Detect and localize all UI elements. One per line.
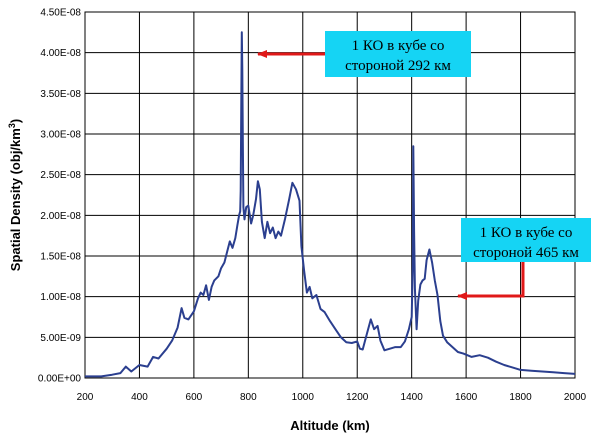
y-tick-label: 0.00E+00 — [38, 374, 82, 385]
y-tick-label: 3.50E-08 — [40, 89, 81, 100]
y-tick-label: 4.00E-08 — [40, 48, 81, 59]
x-tick-label: 400 — [131, 392, 148, 403]
x-tick-label: 1400 — [401, 392, 424, 403]
y-axis-label: Spatial Density (obj/km3) — [7, 119, 23, 271]
y-axis-label-main: Spatial Density (obj/km — [8, 128, 23, 271]
annotation-arrow — [457, 262, 525, 300]
annotation-text: 1 КО в кубе со — [480, 225, 573, 241]
y-tick-label: 1.00E-08 — [40, 292, 81, 303]
y-tick-label: 5.00E-09 — [40, 333, 81, 344]
x-tick-label: 600 — [186, 392, 203, 403]
y-axis-ticks: 0.00E+00 5.00E-09 1.00E-08 1.50E-08 2.00E-08… — [38, 8, 82, 385]
x-tick-label: 1600 — [455, 392, 478, 403]
y-tick-label: 3.00E-08 — [40, 130, 81, 141]
x-tick-label: 1800 — [509, 392, 532, 403]
annotation-callout: 1 КО в кубе со стороной 465 км — [457, 218, 591, 300]
x-axis-ticks: 200 400 600 800 1000 1200 1400 1600 1800 2000 — [77, 392, 587, 403]
annotation-text: 1 КО в кубе со — [352, 38, 445, 54]
series-line — [85, 31, 576, 378]
x-tick-label: 800 — [240, 392, 257, 403]
annotation-callout: 1 КО в кубе со стороной 292 км — [257, 31, 471, 77]
annotation-box — [461, 218, 591, 262]
grid — [84, 11, 576, 379]
y-tick-label: 4.50E-08 — [40, 8, 81, 19]
annotation-text: стороной 465 км — [473, 245, 579, 261]
y-axis-label-close: ) — [8, 119, 23, 123]
x-axis-label: Altitude (km) — [290, 418, 369, 433]
y-axis-label-sup: 3 — [7, 123, 17, 128]
x-tick-label: 1200 — [346, 392, 369, 403]
x-tick-label: 1000 — [292, 392, 315, 403]
annotation-text: стороной 292 км — [345, 58, 451, 74]
x-tick-label: 200 — [77, 392, 94, 403]
y-tick-label: 2.50E-08 — [40, 170, 81, 181]
y-tick-label: 1.50E-08 — [40, 252, 81, 263]
x-tick-label: 2000 — [564, 392, 587, 403]
annotation-box — [325, 31, 471, 77]
y-tick-label: 2.00E-08 — [40, 211, 81, 222]
